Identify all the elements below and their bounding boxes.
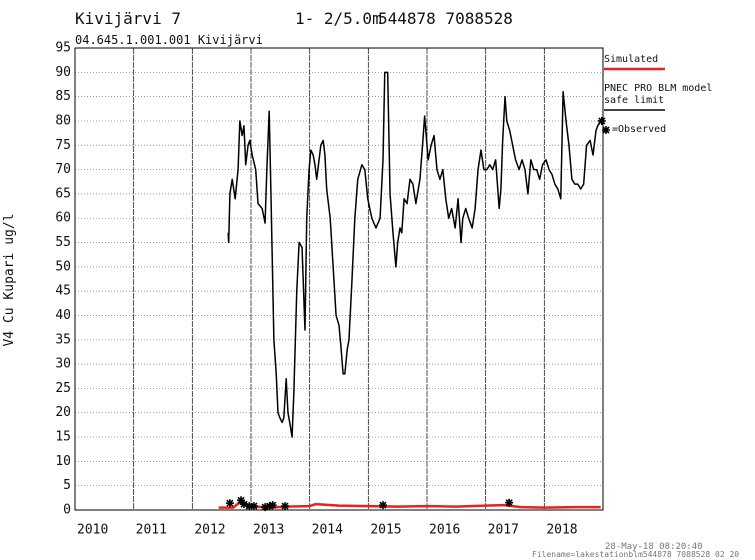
- y-tick-label: 75: [55, 138, 71, 153]
- plot-frame: [74, 47, 604, 511]
- observed-marker: [239, 500, 248, 509]
- legend-entry: =Observed: [612, 124, 667, 135]
- y-tick-label: 35: [55, 332, 71, 347]
- x-tick-label: 2011: [136, 523, 167, 538]
- legend-label: =Observed: [612, 124, 667, 135]
- x-tick-label: 2010: [77, 523, 108, 538]
- chart-subtitle: 04.645.1.001.001 Kivijärvi: [75, 33, 263, 47]
- legend-label: Simulated: [604, 54, 659, 65]
- x-tick-label: 2015: [370, 523, 401, 538]
- series-line: [227, 71, 602, 438]
- y-tick-label: 10: [55, 454, 71, 469]
- y-axis-label: V4 Cu Kupari ug/l: [2, 213, 17, 346]
- observed-marker: [265, 502, 274, 511]
- observed-marker: [597, 116, 606, 125]
- y-tick-label: 50: [55, 259, 71, 274]
- y-tick-label: 90: [55, 65, 71, 80]
- y-tick-label: 45: [55, 284, 71, 299]
- y-tick-label: 60: [55, 211, 71, 226]
- y-tick-label: 55: [55, 235, 71, 250]
- y-tick-label: 65: [55, 186, 71, 201]
- coordinates: 544878 7088528: [378, 9, 513, 28]
- x-tick-label: 2014: [312, 523, 343, 538]
- y-tick-label: 30: [55, 357, 71, 372]
- observed-marker: [379, 501, 387, 510]
- observed-marker: [505, 498, 514, 507]
- observed-marker: [261, 503, 270, 512]
- y-tick-label: 0: [63, 503, 71, 518]
- x-tick-label: 2016: [429, 523, 460, 538]
- filename: Filename=lakestationblm544878 7088528 02…: [532, 550, 739, 559]
- legend-label: PNEC PRO BLM model safe limit: [604, 83, 713, 106]
- x-tick-label: 2012: [194, 523, 225, 538]
- observed-marker: [225, 499, 234, 508]
- y-tick-label: 40: [55, 308, 71, 323]
- observed-marker: [249, 502, 258, 511]
- y-tick-label: 70: [55, 162, 71, 177]
- timestamp: 28-May-18 08:20:40: [605, 542, 703, 552]
- observed-marker: [281, 502, 290, 511]
- y-tick-label: 80: [55, 113, 71, 128]
- x-tick-label: 2018: [546, 523, 577, 538]
- x-tick-label: 2013: [253, 523, 284, 538]
- y-tick-label: 85: [55, 89, 71, 104]
- y-tick-label: 20: [55, 405, 71, 420]
- y-tick-label: 15: [55, 430, 71, 445]
- observed-marker: [237, 496, 246, 505]
- y-tick-label: 25: [55, 381, 71, 396]
- observed-marker: [268, 501, 277, 510]
- legend-entry: PNEC PRO BLM model safe limit: [604, 83, 713, 106]
- x-tick-label: 2017: [488, 523, 519, 538]
- legend-swatch: [602, 126, 610, 134]
- y-tick-label: 95: [55, 41, 71, 56]
- depth: 1- 2/5.0m: [295, 9, 382, 28]
- legend-entry: Simulated: [604, 54, 659, 65]
- y-tick-label: 5: [63, 478, 71, 493]
- chart-title: Kivijärvi 7: [75, 9, 181, 28]
- observed-marker: [245, 502, 254, 511]
